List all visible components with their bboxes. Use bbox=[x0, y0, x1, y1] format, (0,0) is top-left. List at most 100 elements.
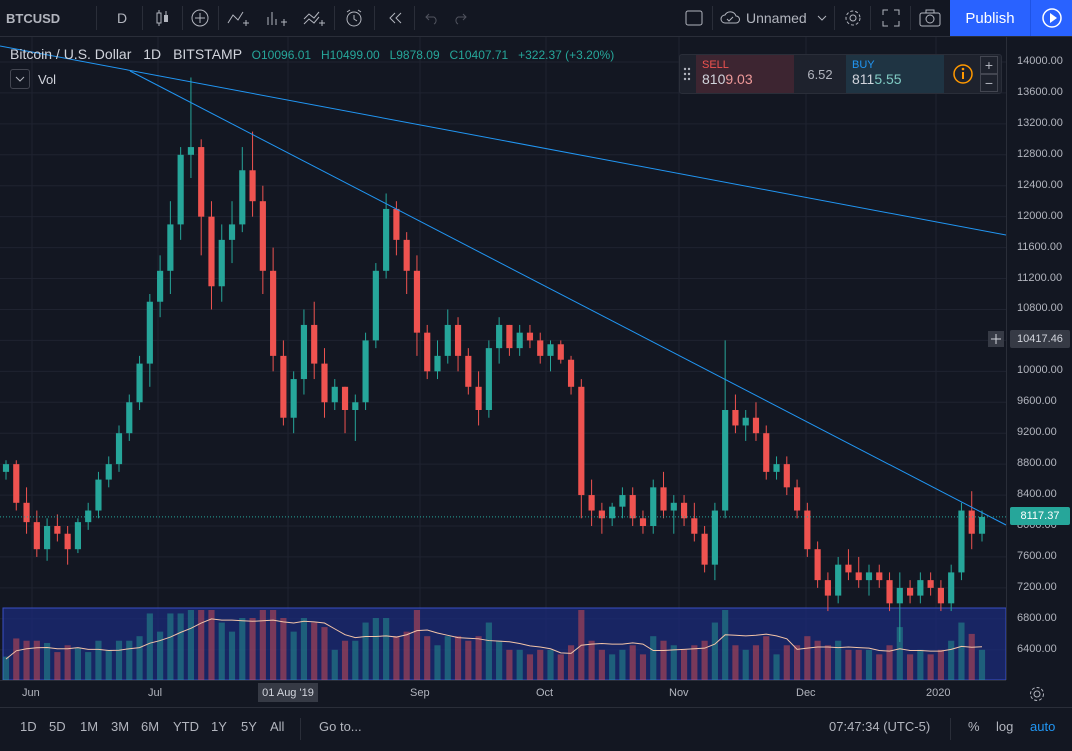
volume-bar bbox=[372, 618, 379, 680]
candle-body bbox=[547, 344, 554, 356]
trendline-steep bbox=[129, 70, 1007, 526]
info-icon[interactable] bbox=[952, 63, 974, 90]
range-button-ytd[interactable]: YTD bbox=[173, 719, 199, 734]
volume-bar bbox=[845, 649, 852, 680]
time-tick-label: Nov bbox=[669, 687, 689, 699]
price-chart[interactable] bbox=[0, 37, 1007, 681]
range-button-5y[interactable]: 5Y bbox=[241, 719, 257, 734]
candle-body bbox=[578, 386, 585, 496]
financials-icon[interactable] bbox=[262, 0, 292, 36]
time-tick-label: Sep bbox=[410, 687, 430, 699]
layout-select-icon[interactable] bbox=[680, 0, 708, 36]
replay-rewind-icon[interactable] bbox=[382, 0, 410, 36]
percent-toggle[interactable]: % bbox=[968, 719, 980, 734]
drag-handle-icon[interactable] bbox=[683, 67, 691, 86]
time-tick-label: Oct bbox=[536, 687, 554, 699]
legend-low: L9878.09 bbox=[389, 48, 440, 62]
candle-body bbox=[413, 270, 421, 333]
volume-bar bbox=[167, 613, 174, 680]
buy-button[interactable]: BUY 8115.55 bbox=[846, 55, 944, 93]
price-axis[interactable]: 14000.00 13600.00 13200.00 12800.00 12400.00… bbox=[1006, 37, 1072, 680]
compare-add-icon[interactable] bbox=[186, 0, 214, 36]
range-button-1m[interactable]: 1M bbox=[80, 719, 99, 734]
camera-icon[interactable] bbox=[916, 0, 944, 36]
alert-clock-icon[interactable] bbox=[340, 0, 370, 36]
candle-body bbox=[403, 239, 410, 271]
volume-bar bbox=[424, 636, 431, 680]
chevron-down-icon[interactable] bbox=[814, 0, 830, 36]
volume-bar bbox=[300, 618, 308, 680]
fullscreen-icon[interactable] bbox=[878, 0, 904, 36]
range-button-1y[interactable]: 1Y bbox=[211, 719, 227, 734]
plus-icon[interactable]: + bbox=[980, 56, 998, 74]
volume-bar bbox=[876, 654, 883, 680]
candle-body bbox=[393, 208, 400, 240]
volume-bar bbox=[475, 636, 482, 680]
range-button-3m[interactable]: 3M bbox=[111, 719, 130, 734]
range-button-all[interactable]: All bbox=[270, 719, 285, 734]
candle-body bbox=[537, 340, 544, 356]
range-button-5d[interactable]: 5D bbox=[49, 719, 66, 734]
candle-body bbox=[937, 587, 944, 604]
axis-settings-gear-icon[interactable] bbox=[1028, 685, 1046, 708]
candle-body bbox=[74, 522, 81, 550]
indicators-icon[interactable] bbox=[224, 0, 254, 36]
candle-body bbox=[619, 495, 626, 507]
volume-bar bbox=[722, 610, 729, 680]
candle-body bbox=[557, 344, 564, 360]
volume-bar bbox=[105, 649, 112, 680]
toolbar-divider bbox=[334, 6, 335, 30]
candle-body bbox=[341, 386, 349, 410]
candle-body bbox=[722, 410, 729, 511]
range-button-1d[interactable]: 1D bbox=[20, 719, 37, 734]
volume-bar bbox=[146, 613, 153, 680]
templates-icon[interactable] bbox=[300, 0, 330, 36]
redo-icon[interactable] bbox=[448, 0, 472, 36]
collapse-chevron-icon[interactable] bbox=[10, 69, 30, 89]
settings-gear-icon[interactable] bbox=[840, 0, 866, 36]
range-button-6m[interactable]: 6M bbox=[141, 719, 160, 734]
candle-body bbox=[567, 359, 575, 387]
sell-button[interactable]: SELL 8109.03 bbox=[696, 55, 794, 93]
auto-toggle[interactable]: auto bbox=[1030, 719, 1056, 734]
candle-body bbox=[331, 386, 338, 403]
volume-bar bbox=[280, 618, 287, 680]
volume-bar bbox=[177, 613, 184, 680]
candle-body bbox=[680, 502, 688, 519]
time-tick-label: Jun bbox=[22, 687, 40, 699]
chart-pane[interactable] bbox=[0, 37, 1007, 681]
candle-body bbox=[855, 572, 862, 581]
publish-button[interactable]: Publish bbox=[950, 0, 1030, 36]
volume-bar bbox=[691, 645, 698, 680]
price-tick-label: 9600.00 bbox=[1017, 395, 1057, 408]
candle-style-icon[interactable] bbox=[148, 0, 176, 36]
volume-bar bbox=[907, 654, 914, 680]
volume-bar bbox=[208, 610, 215, 680]
volume-bar bbox=[64, 645, 71, 680]
candle-body bbox=[845, 564, 852, 573]
volume-zone-rect bbox=[2, 607, 1007, 681]
symbol-search[interactable]: BTCUSD bbox=[6, 10, 61, 26]
add-plus-icon[interactable] bbox=[988, 331, 1004, 347]
volume-bar bbox=[54, 652, 61, 680]
interval-selector[interactable]: D bbox=[116, 10, 128, 26]
volume-bar bbox=[259, 610, 266, 680]
price-tick-label: 12400.00 bbox=[1017, 178, 1063, 191]
legend-close: C10407.71 bbox=[449, 48, 509, 62]
volume-bar bbox=[773, 654, 780, 680]
goto-button[interactable]: Go to... bbox=[319, 719, 362, 734]
toolbar-divider bbox=[712, 6, 713, 30]
legend-change: +322.37 (+3.20%) bbox=[518, 48, 615, 62]
play-icon[interactable] bbox=[1030, 0, 1072, 36]
log-toggle[interactable]: log bbox=[996, 719, 1014, 734]
undo-icon[interactable] bbox=[420, 0, 444, 36]
candle-body bbox=[506, 324, 513, 349]
candle-body bbox=[670, 502, 677, 511]
candle-body bbox=[2, 464, 10, 472]
candle-body bbox=[804, 510, 811, 550]
sell-price-suffix: 9.03 bbox=[725, 71, 753, 87]
minus-icon[interactable]: − bbox=[980, 74, 998, 92]
time-axis[interactable]: Jun Jul Sep Oct Nov Dec 2020 bbox=[0, 680, 1006, 706]
layout-name[interactable]: Unnamed bbox=[746, 10, 807, 26]
clock-label[interactable]: 07:47:34 (UTC-5) bbox=[829, 719, 931, 734]
